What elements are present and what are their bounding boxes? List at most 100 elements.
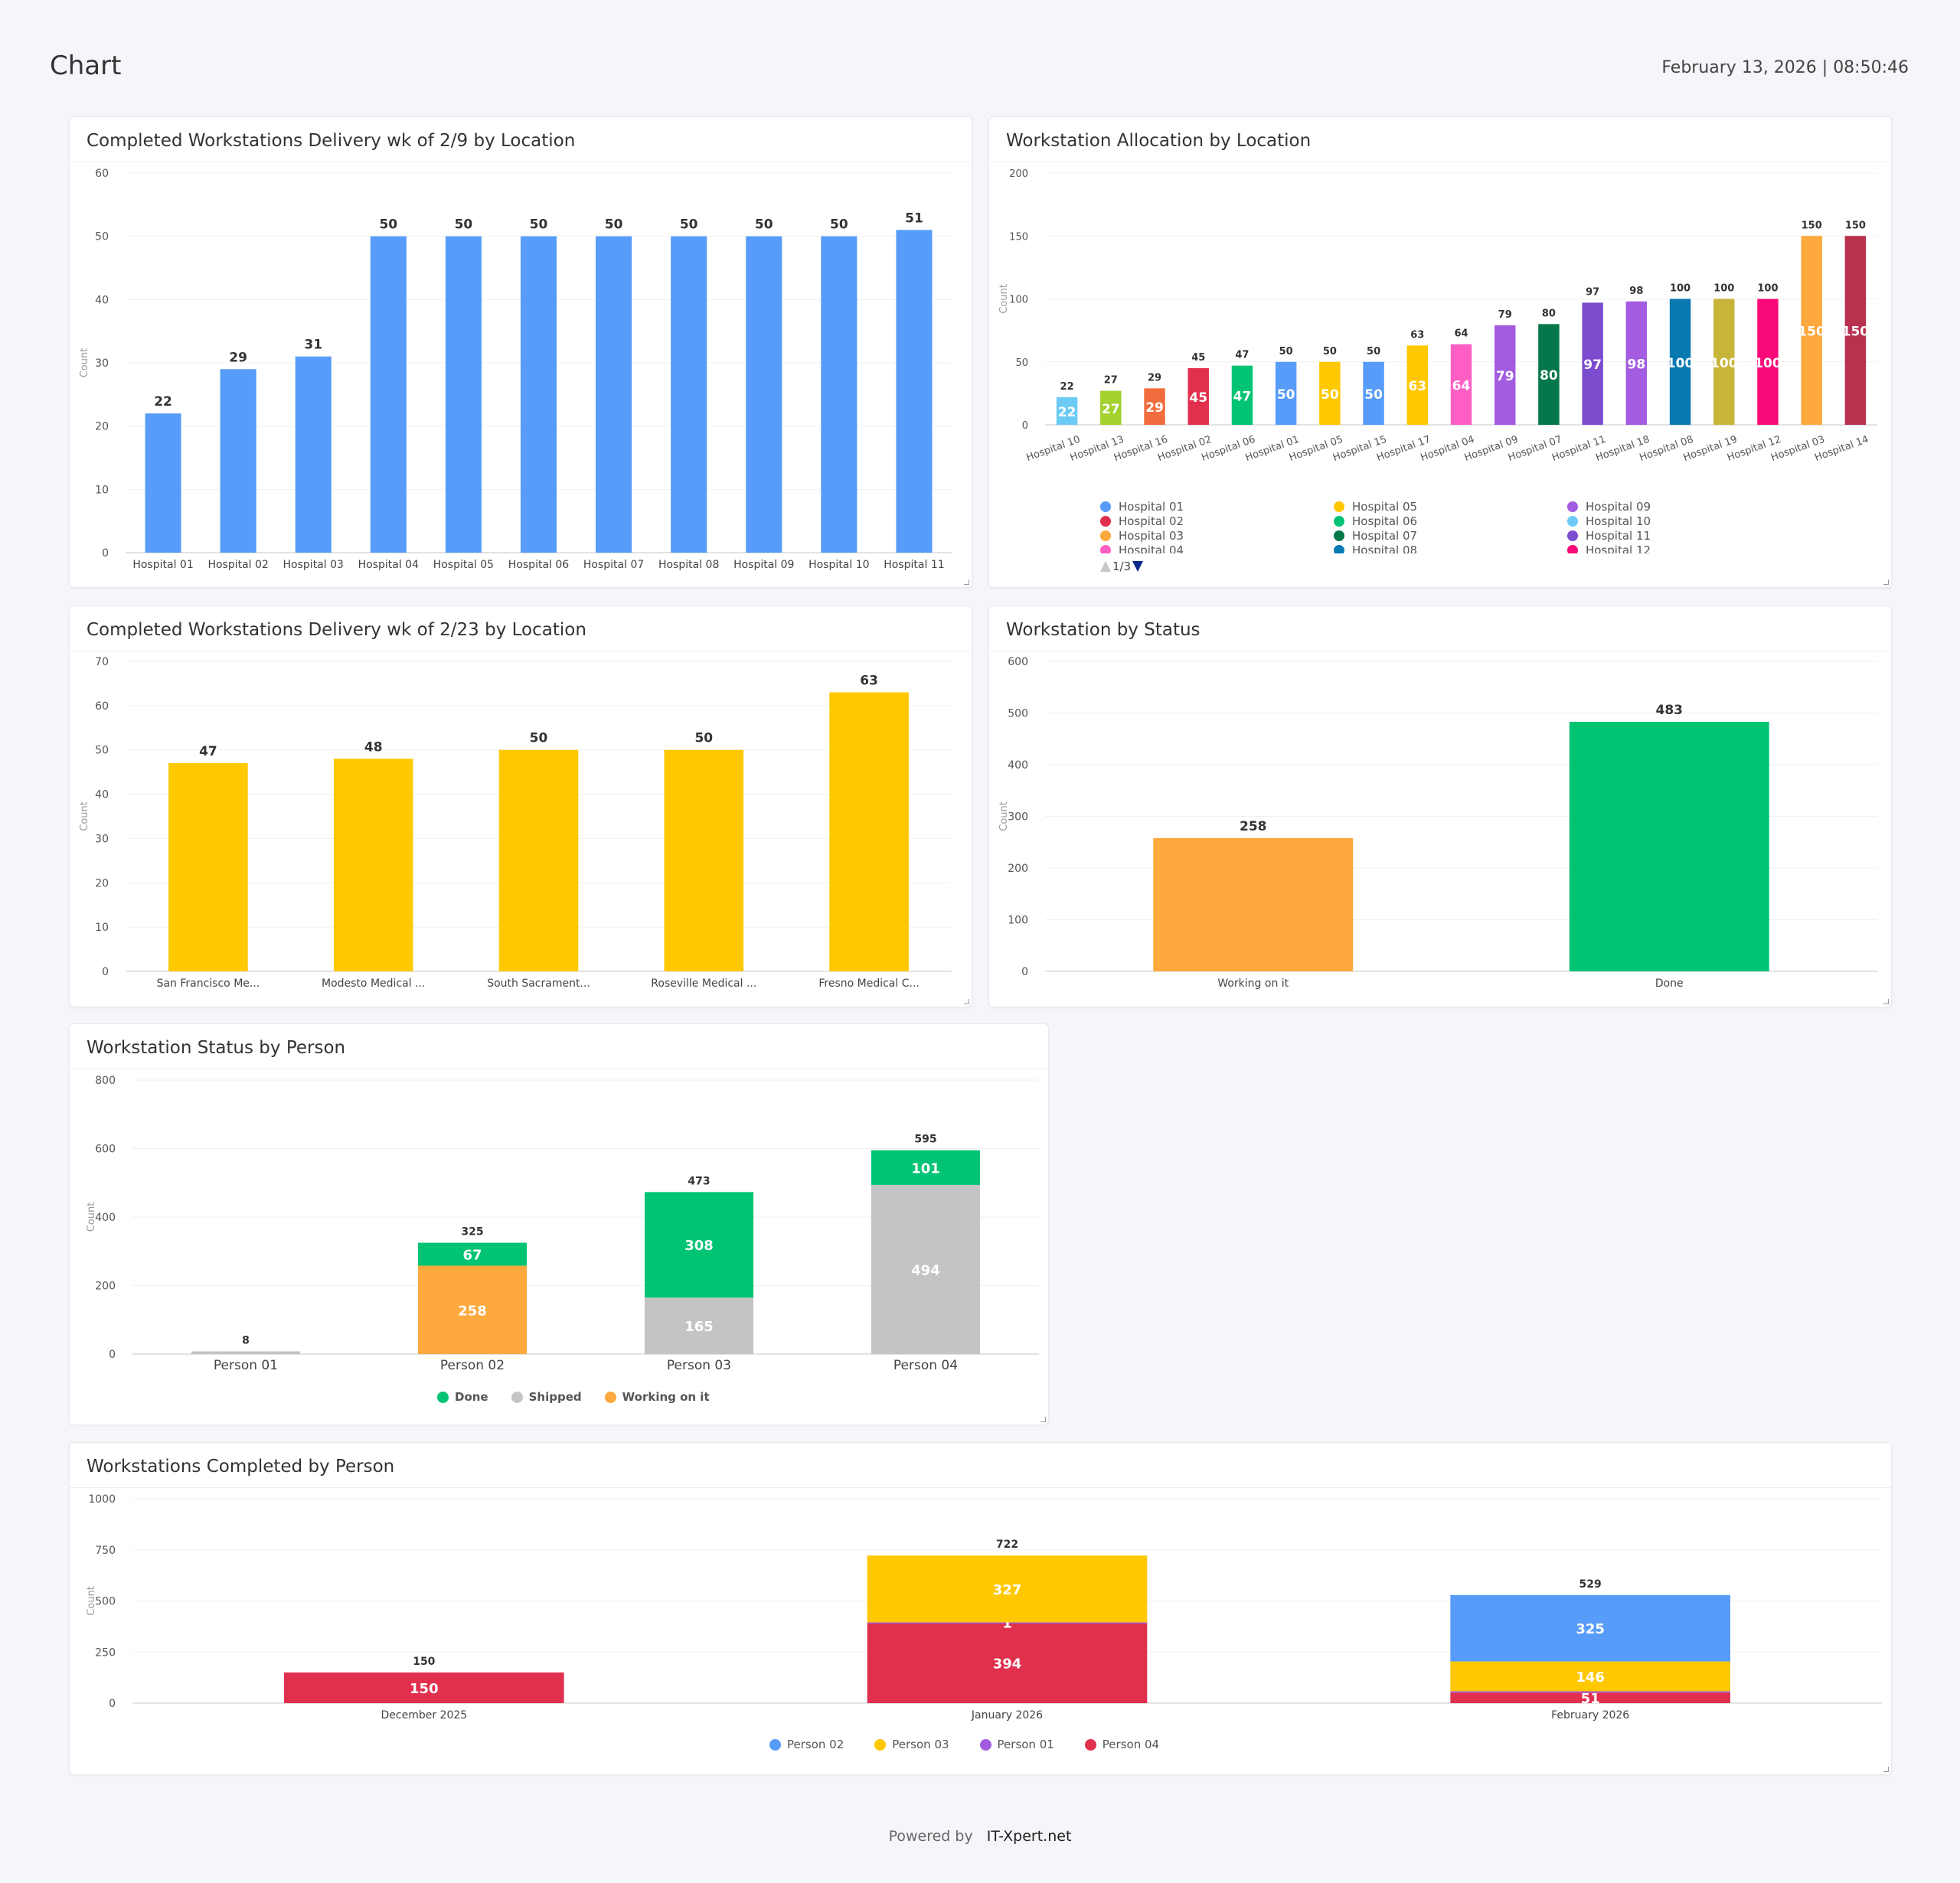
bar[interactable] — [1100, 390, 1122, 425]
bar-person-02[interactable] — [1450, 1594, 1730, 1662]
bar[interactable] — [821, 236, 858, 553]
bar[interactable] — [1144, 388, 1165, 425]
bar[interactable] — [1406, 345, 1429, 425]
total-value-label: 150 — [1802, 220, 1822, 231]
bar[interactable] — [445, 236, 482, 553]
legend-item[interactable]: Hospital 08 — [1334, 543, 1567, 553]
bar[interactable] — [1801, 236, 1822, 425]
legend-item[interactable]: Hospital 04 — [1100, 543, 1334, 553]
bar-shipped[interactable] — [191, 1351, 301, 1354]
segment-value-label: 97 — [1583, 357, 1602, 373]
bar[interactable] — [1625, 301, 1648, 425]
brand-link[interactable]: IT-Xpert.net — [986, 1828, 1072, 1845]
bar-chart: 0 10 20 30 40 50 60 70 Count 47 San Francisco Me..… — [79, 656, 952, 990]
legend-dot-icon — [1334, 545, 1344, 553]
bar-person-03[interactable] — [867, 1555, 1148, 1623]
bar[interactable] — [1450, 344, 1472, 425]
bar[interactable] — [1056, 397, 1078, 425]
bar-person-01[interactable] — [1450, 1691, 1730, 1693]
resize-handle[interactable] — [1883, 1767, 1889, 1772]
legend-item[interactable]: Hospital 01 — [1100, 500, 1334, 514]
bar[interactable] — [1713, 299, 1735, 426]
legend-item[interactable]: Hospital 07 — [1334, 529, 1567, 543]
y-tick-label: 10 — [95, 484, 109, 496]
bar[interactable] — [1669, 299, 1691, 426]
bar[interactable] — [220, 369, 256, 553]
bar[interactable] — [1231, 365, 1253, 425]
bar-shipped[interactable] — [644, 1297, 754, 1354]
resize-handle[interactable] — [964, 579, 969, 585]
legend-item[interactable]: Person 03 — [874, 1738, 949, 1751]
legend-item[interactable]: Hospital 11 — [1567, 529, 1801, 543]
bar[interactable] — [596, 236, 632, 553]
bar-person-04[interactable] — [1450, 1692, 1730, 1703]
bar[interactable] — [1494, 325, 1516, 425]
bar[interactable] — [1569, 721, 1769, 971]
segment-value-label: 100 — [1667, 356, 1694, 371]
legend-prev-page-icon[interactable] — [1100, 561, 1111, 572]
bar[interactable] — [1757, 299, 1779, 426]
bar[interactable] — [1363, 361, 1384, 425]
legend-item[interactable]: Hospital 12 — [1567, 543, 1801, 553]
bar[interactable] — [896, 230, 933, 553]
bar[interactable] — [370, 236, 407, 553]
y-tick-label: 70 — [95, 656, 109, 668]
total-value-label: 47 — [1235, 350, 1249, 361]
bar[interactable] — [1319, 361, 1341, 425]
legend-item[interactable]: Done — [437, 1390, 488, 1404]
legend-next-page-icon[interactable] — [1132, 561, 1144, 572]
bar-person-01[interactable] — [867, 1622, 1148, 1624]
bar[interactable] — [1187, 367, 1209, 425]
bar[interactable] — [1844, 236, 1867, 425]
bar[interactable] — [664, 749, 744, 971]
legend-item[interactable]: Person 04 — [1084, 1738, 1159, 1751]
legend-dot-icon — [1334, 530, 1344, 541]
bar[interactable] — [1538, 324, 1560, 425]
bar[interactable] — [498, 749, 579, 971]
legend-item[interactable]: Shipped — [511, 1390, 582, 1404]
bar-working-on-it[interactable] — [417, 1265, 528, 1354]
legend-item[interactable]: Hospital 10 — [1567, 514, 1801, 528]
legend-item[interactable]: Hospital 09 — [1567, 500, 1801, 514]
bar-person-03[interactable] — [1450, 1661, 1730, 1692]
bar[interactable] — [333, 759, 413, 971]
bar[interactable] — [746, 236, 782, 553]
legend-item[interactable]: Hospital 03 — [1100, 529, 1334, 543]
total-value-label: 64 — [1454, 328, 1468, 340]
bar-done[interactable] — [644, 1192, 754, 1298]
y-tick-label: 0 — [1021, 966, 1028, 978]
bar-person-04[interactable] — [284, 1672, 564, 1703]
total-value-label: 22 — [1060, 381, 1074, 393]
bar[interactable] — [1153, 837, 1354, 971]
bar[interactable] — [1582, 302, 1603, 425]
bar[interactable] — [520, 236, 557, 553]
legend-item[interactable]: Hospital 02 — [1100, 514, 1334, 528]
legend-item[interactable]: Hospital 05 — [1334, 500, 1567, 514]
resize-handle[interactable] — [1883, 999, 1889, 1004]
legend-item[interactable]: Person 02 — [769, 1738, 844, 1751]
y-axis-label: Count — [86, 1203, 97, 1232]
bar[interactable] — [168, 763, 248, 971]
bar-done[interactable] — [871, 1150, 981, 1185]
bar[interactable] — [295, 356, 332, 553]
segment-value-label: 258 — [458, 1303, 487, 1319]
footer: Powered by IT-Xpert.net — [0, 1828, 1960, 1845]
chart-card-completed-by-person: Workstations Completed by Person Person … — [69, 1442, 1892, 1775]
bar-done[interactable] — [417, 1242, 528, 1266]
legend-item[interactable]: Hospital 06 — [1334, 514, 1567, 528]
bar[interactable] — [671, 236, 707, 553]
legend-label: Working on it — [622, 1390, 710, 1404]
bar-shipped[interactable] — [871, 1184, 981, 1354]
resize-handle[interactable] — [1883, 579, 1889, 585]
bar[interactable] — [829, 692, 909, 972]
bar-person-04[interactable] — [867, 1622, 1148, 1703]
resize-handle[interactable] — [1040, 1417, 1046, 1422]
legend-item[interactable]: Working on it — [604, 1390, 710, 1404]
resize-handle[interactable] — [964, 999, 969, 1004]
legend-item[interactable]: Person 01 — [979, 1738, 1054, 1751]
bar[interactable] — [1275, 361, 1297, 425]
total-value-label: 63 — [860, 674, 878, 689]
total-value-label: 50 — [1367, 346, 1380, 357]
bar[interactable] — [145, 413, 181, 553]
y-tick-label: 600 — [95, 1144, 116, 1156]
